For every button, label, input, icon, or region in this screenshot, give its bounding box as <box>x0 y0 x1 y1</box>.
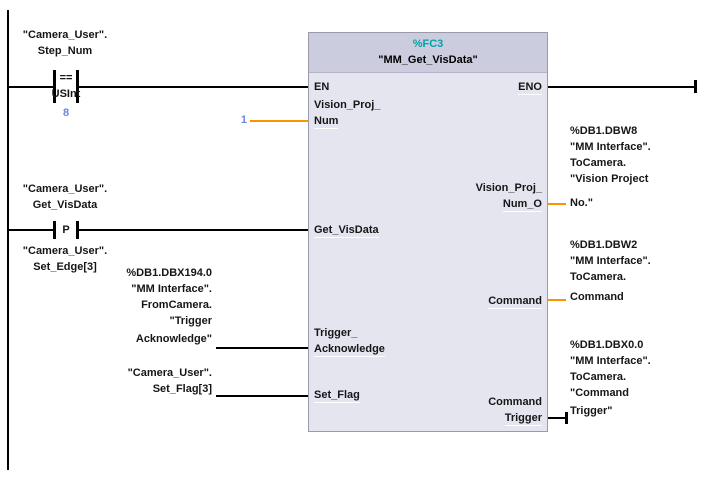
pin-command[interactable]: Command <box>360 293 542 309</box>
edge-contact-symbol: P <box>62 224 70 236</box>
pin-set-flag[interactable]: Set_Flag <box>314 387 360 403</box>
operand-line: "Trigger <box>169 315 212 327</box>
pin-eno[interactable]: ENO <box>360 79 542 95</box>
pin-vision-proj-num-line1[interactable]: Vision_Proj_ <box>314 99 381 111</box>
compare-datatype: USInt <box>51 88 81 100</box>
operand-line: FromCamera. <box>141 299 212 311</box>
constant-input-value[interactable]: 1 <box>240 114 247 126</box>
operand-address: %DB1.DBX194.0 <box>126 267 212 279</box>
pin-label: Num_O <box>502 198 542 212</box>
operand-line: Trigger" <box>570 405 613 417</box>
operand-set-edge-line2: Set_Edge[3] <box>33 261 97 273</box>
power-rail <box>7 10 9 470</box>
operand-set-edge[interactable]: "Camera_User". Set_Edge[3] <box>5 243 125 275</box>
operand-line: "MM Interface". <box>570 255 651 267</box>
operand-line: ToCamera. <box>570 157 627 169</box>
compare-value[interactable]: 8 <box>62 107 70 119</box>
contact-bar-left <box>53 70 56 103</box>
operand-line: No." <box>570 197 593 209</box>
operand-line: ToCamera. <box>570 371 627 383</box>
vision-proj-num-o-wire <box>548 203 566 205</box>
operand-line: Command <box>570 291 624 303</box>
pin-label: Command <box>488 295 542 309</box>
pin-label: Num <box>314 115 339 129</box>
pin-label: Acknowledge <box>314 343 385 357</box>
operand-line: "MM Interface". <box>570 141 651 153</box>
eno-wire-end-tick <box>694 80 697 93</box>
function-block[interactable]: %FC3 "MM_Get_VisData" <box>308 32 548 432</box>
operand-address: %DB1.DBW8 <box>570 125 638 137</box>
pin-label: Get_VisData <box>314 224 379 238</box>
contact-bar-right <box>76 221 79 239</box>
set-flag-wire <box>216 395 308 397</box>
trigger-acknowledge-wire <box>216 347 308 349</box>
pin-vision-proj-num-o-line2[interactable]: Num_O <box>360 196 542 212</box>
pin-trigger-acknowledge-line2[interactable]: Acknowledge <box>314 341 385 357</box>
pin-vision-proj-num-o-line1[interactable]: Vision_Proj_ <box>475 182 542 194</box>
constant-wire <box>250 120 308 122</box>
rung1-wire-right <box>79 86 308 88</box>
operand-get-visdata[interactable]: "Camera_User". Get_VisData <box>5 181 125 213</box>
operand-set-edge-line1: "Camera_User". <box>22 245 108 257</box>
function-block-header: %FC3 "MM_Get_VisData" <box>309 33 547 73</box>
pin-label: ENO <box>518 81 542 95</box>
operand-step-num-line1: "Camera_User". <box>22 29 108 41</box>
command-trigger-wire <box>548 417 566 419</box>
operand-line: "MM Interface". <box>570 355 651 367</box>
operand-line: "MM Interface". <box>131 283 212 295</box>
compare-operator: == <box>59 72 73 84</box>
operand-step-num-line2: Step_Num <box>37 45 93 57</box>
pin-label: Set_Flag <box>314 389 360 403</box>
operand-line: "Camera_User". <box>127 367 212 379</box>
operand-line: "Vision Project <box>570 173 649 185</box>
operand-get-visdata-line1: "Camera_User". <box>22 183 108 195</box>
rung2-wire-left <box>9 229 53 231</box>
operand-address: %DB1.DBX0.0 <box>570 339 644 351</box>
command-wire <box>548 299 566 301</box>
operand-line: Acknowledge" <box>135 333 212 345</box>
pin-en[interactable]: EN <box>314 81 330 93</box>
operand-line: "Command <box>570 387 629 399</box>
block-title: "MM_Get_VisData" <box>378 54 478 66</box>
operand-address: %DB1.DBW2 <box>570 239 638 251</box>
block-address: %FC3 <box>412 38 444 50</box>
eno-wire <box>548 86 695 88</box>
contact-bar-left <box>53 221 56 239</box>
contact-bar-right <box>76 70 79 103</box>
pin-trigger-acknowledge-line1[interactable]: Trigger_ <box>314 327 358 339</box>
pin-command-trigger-line2[interactable]: Trigger <box>360 410 542 426</box>
operand-get-visdata-line2: Get_VisData <box>32 199 98 211</box>
pin-label: Trigger <box>504 412 542 426</box>
operand-line: ToCamera. <box>570 271 627 283</box>
command-trigger-wire-end-tick <box>565 412 568 424</box>
operand-line: Set_Flag[3] <box>152 383 212 395</box>
operand-step-num[interactable]: "Camera_User". Step_Num <box>5 27 125 59</box>
pin-command-trigger-line1[interactable]: Command <box>488 396 542 408</box>
pin-vision-proj-num-line2[interactable]: Num <box>314 113 339 129</box>
pin-get-visdata[interactable]: Get_VisData <box>314 222 379 238</box>
rung1-wire-left <box>9 86 53 88</box>
rung2-wire-right <box>79 229 308 231</box>
